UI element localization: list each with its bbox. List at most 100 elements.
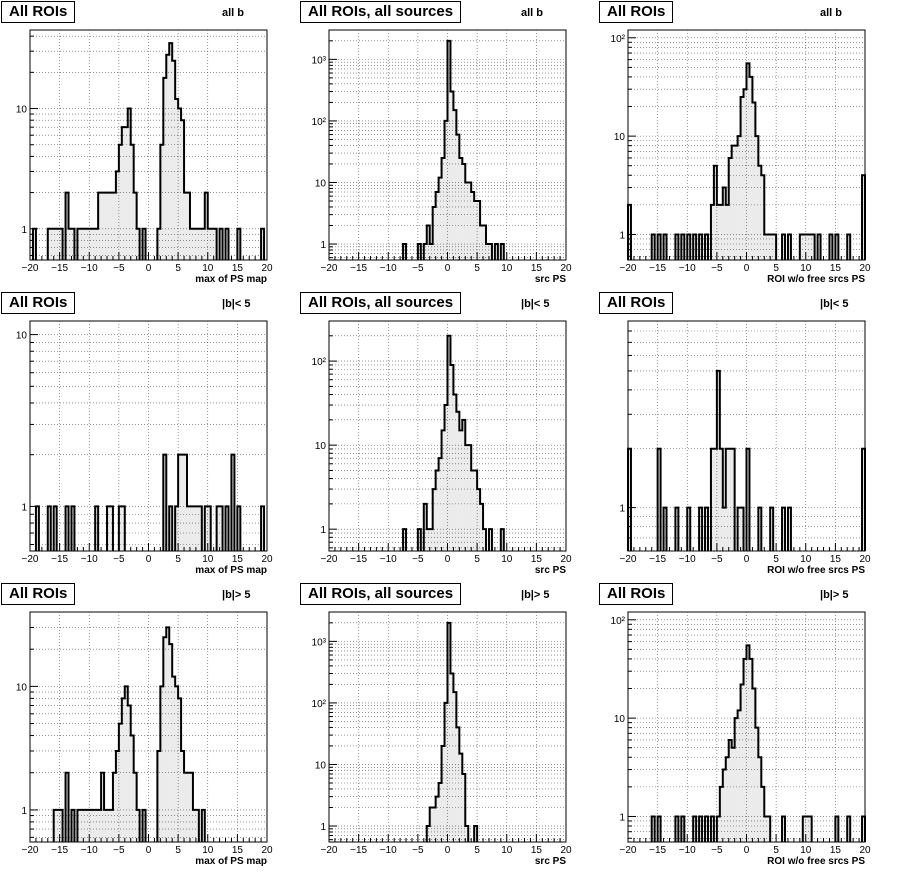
x-tick-label: 15 xyxy=(232,845,244,856)
histogram-bar xyxy=(468,445,472,551)
histogram-bar xyxy=(127,705,131,842)
histogram-bar xyxy=(787,234,791,260)
histogram-bar xyxy=(465,182,469,260)
histogram-bar xyxy=(782,816,786,842)
y-tick-label: 10 xyxy=(315,760,327,771)
histogram-bar xyxy=(705,816,708,842)
histogram-bar xyxy=(47,506,51,551)
histogram-bar xyxy=(716,370,720,551)
histogram-bar xyxy=(444,120,448,260)
x-tick-label: 10 xyxy=(501,845,513,856)
histogram-bar xyxy=(261,506,265,551)
x-tick-label: 5 xyxy=(474,263,480,274)
histogram-bar xyxy=(432,206,436,260)
x-tick-label: −5 xyxy=(412,263,424,274)
histogram-bar xyxy=(160,144,164,260)
histogram-outline xyxy=(650,644,866,842)
histogram-panel: −20 −15 −10 −5 0 5 10 15 20 1 ROI w/o free srcs PS… xyxy=(598,291,897,582)
y-tick-label: 10 xyxy=(16,682,28,693)
histogram-title: All ROIs, all sources xyxy=(300,292,462,314)
histogram-bar xyxy=(95,228,99,260)
histogram-bar xyxy=(89,228,93,260)
histogram-bar xyxy=(740,96,744,260)
histogram-panel: −20 −15 −10 −5 0 5 10 15 20 1 10 max of PS map All R… xyxy=(0,0,299,291)
histogram-bar xyxy=(710,448,714,551)
histogram-bar xyxy=(47,228,51,260)
x-tick-label: −5 xyxy=(711,263,723,274)
histogram-bar xyxy=(835,816,839,842)
histogram-bar xyxy=(862,448,865,551)
histogram-bar xyxy=(187,506,190,551)
histogram-bar xyxy=(163,77,167,260)
histogram-bar xyxy=(181,454,185,551)
x-tick-label: 0 xyxy=(445,845,451,856)
histogram-bar xyxy=(178,454,182,551)
histogram-bar xyxy=(453,394,457,551)
histogram-bar xyxy=(83,809,87,842)
histogram-bar xyxy=(752,688,756,842)
x-tick-label: 5 xyxy=(773,554,779,565)
histogram-bar xyxy=(133,772,137,842)
x-tick-label: 10 xyxy=(202,845,214,856)
histogram-bar xyxy=(172,60,176,261)
histogram-svg: −20 −15 −10 −5 0 5 10 15 20 1 10 10² 10³ src PS xyxy=(312,611,572,867)
histogram-bar xyxy=(767,234,771,260)
histogram-bar xyxy=(101,192,105,260)
histogram-bar xyxy=(124,127,128,260)
histogram-bar xyxy=(160,686,164,842)
histogram-bar xyxy=(725,448,729,551)
histogram-bar xyxy=(675,234,679,260)
x-tick-label: 0 xyxy=(146,554,152,565)
histogram-bar xyxy=(746,645,750,842)
histogram-bar xyxy=(169,506,173,551)
histogram-bar xyxy=(68,228,72,260)
x-tick-label: 15 xyxy=(232,554,244,565)
histogram-bar xyxy=(710,204,714,260)
histogram-bar xyxy=(835,234,839,260)
histogram-bar xyxy=(89,809,93,842)
histogram-bar xyxy=(782,234,786,260)
histogram-bar xyxy=(172,676,176,842)
x-tick-label: 15 xyxy=(830,554,842,565)
x-tick-label: −5 xyxy=(113,263,125,274)
histogram-bar xyxy=(657,816,661,842)
y-tick-label: 10² xyxy=(312,699,327,710)
histogram-bar xyxy=(104,809,108,842)
x-tick-label: −15 xyxy=(350,263,367,274)
histogram-bar xyxy=(403,244,407,260)
y-tick-label: 1 xyxy=(320,822,326,833)
histogram-bar xyxy=(83,228,87,260)
histogram-bar xyxy=(725,757,729,842)
histogram-bar xyxy=(675,507,679,551)
histogram-bar xyxy=(829,234,833,260)
histogram-bar xyxy=(713,448,717,551)
x-tick-label: 10 xyxy=(501,554,513,565)
histogram-bar xyxy=(862,175,865,260)
histogram-bar xyxy=(429,529,433,551)
histogram-bar xyxy=(423,503,427,551)
histogram-bar xyxy=(782,507,786,551)
histogram-bar xyxy=(480,503,484,551)
histogram-bar xyxy=(50,228,54,260)
cut-label: all b xyxy=(521,7,544,19)
histogram-bar xyxy=(426,225,430,260)
histogram-title: All ROIs xyxy=(599,583,674,605)
cut-label: |b|> 5 xyxy=(521,589,550,601)
histogram-bar xyxy=(417,244,421,260)
histogram-bar xyxy=(817,234,821,260)
histogram-bar xyxy=(486,244,489,260)
histogram-bar xyxy=(225,506,229,551)
x-axis-label: ROI w/o free srcs PS xyxy=(767,856,865,867)
histogram-bar xyxy=(109,506,113,551)
x-tick-label: 5 xyxy=(773,263,779,274)
x-tick-label: −20 xyxy=(620,845,637,856)
x-tick-label: 5 xyxy=(175,263,181,274)
histogram-bar xyxy=(447,335,451,551)
histogram-bar xyxy=(716,816,720,842)
histogram-bar xyxy=(175,99,179,260)
histogram-bar xyxy=(657,234,661,260)
histogram-bar xyxy=(459,430,463,551)
histogram-bar xyxy=(450,673,454,842)
histogram-bar xyxy=(178,108,182,261)
histogram-bar xyxy=(175,686,179,842)
